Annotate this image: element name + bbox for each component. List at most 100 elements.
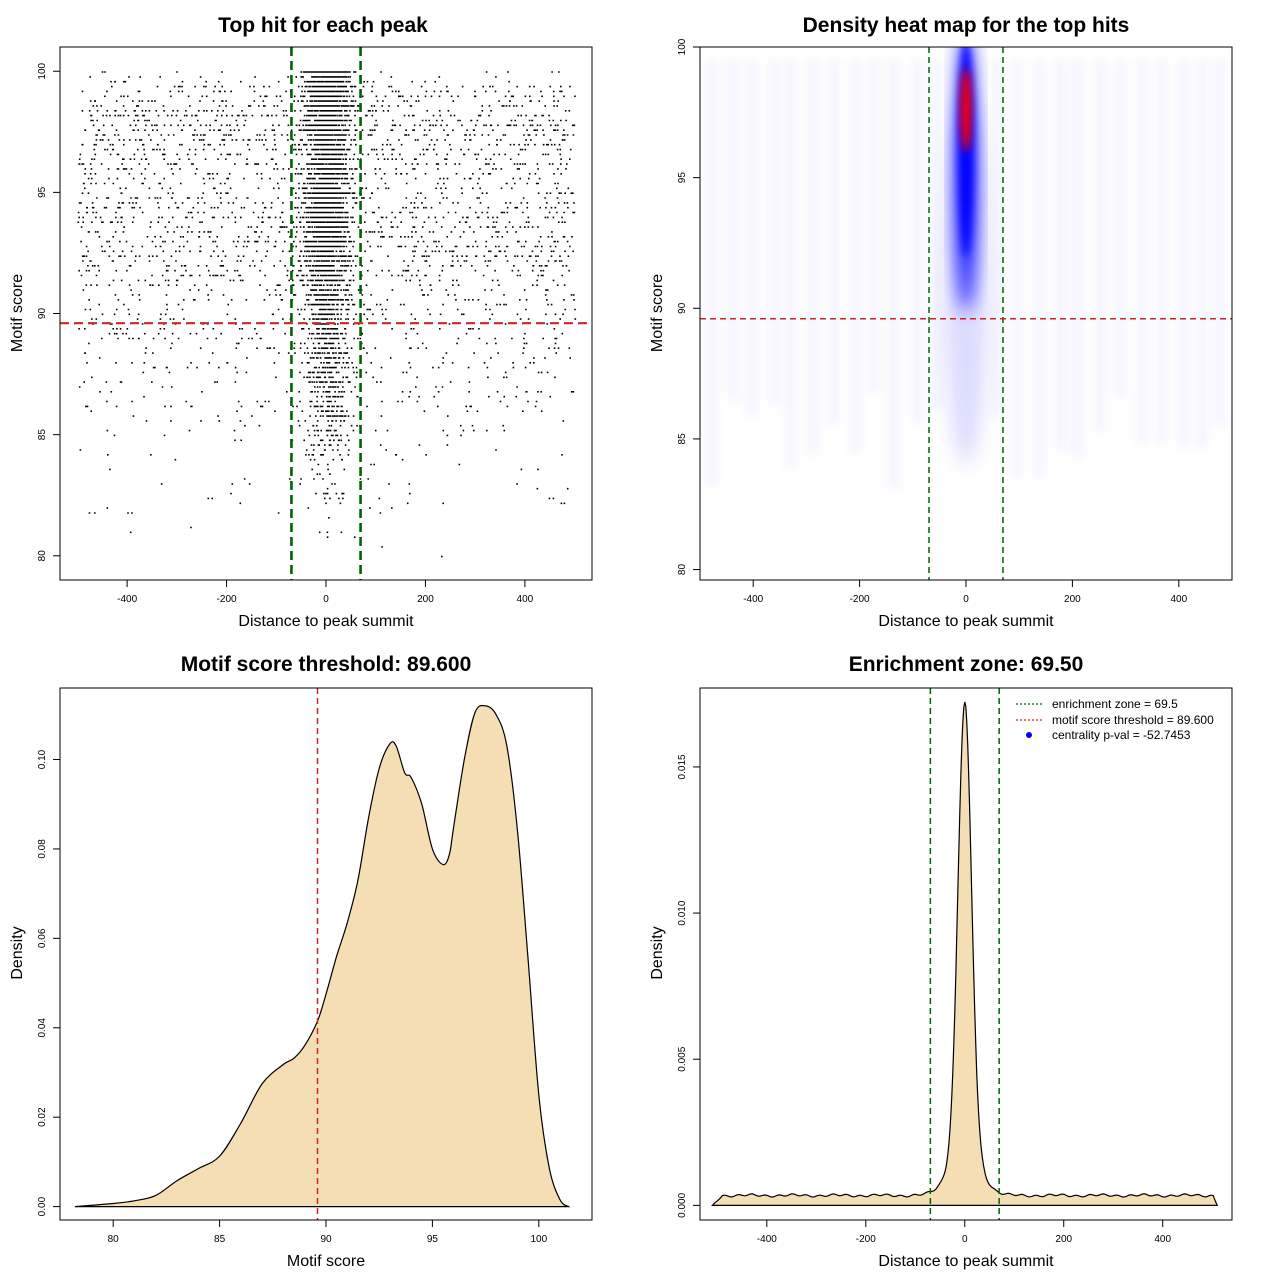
score-density-panel: Motif score threshold: 89.600 80 85 90 95 10…: [9, 653, 593, 1270]
heat-background-streak: [1214, 60, 1227, 426]
score-density-y-label: Density: [9, 926, 26, 979]
heat-background-streak: [1115, 60, 1128, 398]
y-tick-label: 0.000: [677, 1192, 688, 1217]
heatmap-panel: Density heat map for the top hits -400 -2…: [649, 14, 1233, 630]
y-tick-label: 0.00: [37, 1196, 48, 1216]
heat-background-streak: [887, 60, 900, 489]
heat-background-streak: [1196, 60, 1209, 447]
heat-background-streak: [849, 60, 862, 453]
y-tick-label: 80: [37, 550, 48, 562]
x-tick-label: 400: [1154, 1234, 1171, 1245]
x-tick-label: -400: [117, 594, 137, 605]
x-tick-label: 200: [1064, 594, 1081, 605]
y-tick-label: 85: [677, 433, 688, 445]
x-tick-label: 80: [108, 1234, 120, 1245]
heatmap-x-axis: -400 -200 0 200 400: [743, 580, 1188, 605]
score-density-x-label: Motif score: [287, 1253, 365, 1270]
heatmap-y-axis: 80 85 90 95 100: [677, 38, 700, 575]
x-tick-label: -200: [217, 594, 237, 605]
distance-density-plot-frame: [699, 687, 1233, 1221]
legend-entry-score-threshold: motif score threshold = 89.600: [1052, 713, 1214, 727]
y-tick-label: 100: [677, 38, 688, 55]
heat-background-streak: [726, 60, 739, 402]
y-tick-label: 100: [37, 62, 48, 79]
x-tick-label: 100: [530, 1234, 547, 1245]
distance-density-y-axis: 0.000 0.005 0.010 0.015: [677, 754, 700, 1218]
x-tick-label: 0: [962, 1234, 968, 1245]
heat-background-streak: [1054, 60, 1067, 452]
x-tick-label: -200: [856, 1234, 876, 1245]
y-tick-label: 0.02: [37, 1107, 48, 1127]
heat-background-streak: [745, 60, 758, 415]
score-density-title: Motif score threshold: 89.600: [181, 653, 472, 676]
legend-entry-enrichment-zone: enrichment zone = 69.5: [1052, 697, 1178, 711]
legend-blue-point-icon: [1026, 732, 1032, 738]
scatter-x-label: Distance to peak summit: [238, 613, 414, 630]
heatmap-y-label: Motif score: [649, 274, 666, 352]
distance-density-area: [711, 701, 1219, 1206]
y-tick-label: 0.10: [37, 749, 48, 769]
heat-background-streak: [768, 60, 781, 406]
x-tick-label: 400: [1170, 594, 1187, 605]
y-tick-label: 90: [677, 302, 688, 314]
x-tick-label: 90: [320, 1234, 332, 1245]
heatmap-reference-lines: [700, 47, 1232, 580]
heat-background-streak: [867, 60, 880, 393]
heat-background-streak: [1155, 60, 1168, 444]
scatter-y-label: Motif score: [9, 274, 26, 352]
score-density-y-axis: 0.00 0.02 0.04 0.06 0.08 0.10: [37, 749, 60, 1216]
heatmap-x-label: Distance to peak summit: [878, 613, 1054, 630]
score-density-x-axis: 80 85 90 95 100: [108, 1220, 548, 1245]
scatter-title: Top hit for each peak: [218, 14, 428, 37]
y-tick-label: 0.06: [37, 928, 48, 948]
heat-background-streak: [806, 60, 819, 455]
scatter-points: [77, 71, 577, 558]
heat-background-streak: [1135, 60, 1148, 444]
distance-density-x-label: Distance to peak summit: [878, 1253, 1054, 1270]
x-tick-label: 0: [323, 594, 329, 605]
y-tick-label: 95: [37, 186, 48, 198]
y-tick-label: 85: [37, 429, 48, 441]
x-tick-label: -400: [743, 594, 763, 605]
score-density-area: [74, 704, 571, 1208]
heat-background-streak: [911, 60, 924, 423]
y-tick-label: 0.08: [37, 839, 48, 859]
y-tick-label: 0.005: [677, 1046, 688, 1071]
y-tick-label: 0.04: [37, 1018, 48, 1038]
x-tick-label: 200: [1055, 1234, 1072, 1245]
x-tick-label: 85: [214, 1234, 226, 1245]
scatter-point-marks: [77, 71, 577, 558]
heat-background-streak: [1178, 60, 1191, 448]
y-tick-label: 80: [677, 564, 688, 576]
heat-background-streak: [828, 60, 841, 424]
x-tick-label: 0: [963, 594, 969, 605]
x-tick-label: -400: [757, 1234, 777, 1245]
scatter-reference-lines: [60, 47, 592, 580]
heat-background-streak: [784, 60, 797, 467]
enrichment-zone-lines: [929, 688, 1000, 1220]
heat-background-streak: [706, 60, 719, 485]
heat-red-hotspot: [960, 67, 972, 152]
heat-background-streak: [1093, 60, 1106, 432]
y-tick-label: 95: [677, 172, 688, 184]
x-tick-label: 95: [427, 1234, 439, 1245]
legend-entry-centrality: centrality p-val = -52.7453: [1052, 728, 1191, 742]
heat-background-streak: [1032, 60, 1045, 477]
y-tick-label: 90: [37, 308, 48, 320]
scatter-x-axis: -400 -200 0 200 400: [117, 580, 534, 605]
distance-density-x-axis: -400 -200 0 200 400: [757, 1220, 1171, 1245]
heatmap-density: [706, 47, 1227, 489]
distance-density-title: Enrichment zone: 69.50: [849, 653, 1084, 676]
heat-background-streak: [930, 60, 943, 411]
heat-background-streak: [990, 60, 1003, 419]
heat-background-streak: [1011, 60, 1024, 477]
scatter-panel: Top hit for each peak -400 -200 0 200 400 80…: [9, 14, 593, 630]
y-tick-label: 0.010: [677, 900, 688, 925]
y-tick-label: 0.015: [677, 754, 688, 779]
distance-density-y-label: Density: [649, 926, 666, 979]
x-tick-label: 200: [417, 594, 434, 605]
x-tick-label: -200: [850, 594, 870, 605]
heatmap-title: Density heat map for the top hits: [803, 14, 1130, 37]
x-tick-label: 400: [517, 594, 534, 605]
